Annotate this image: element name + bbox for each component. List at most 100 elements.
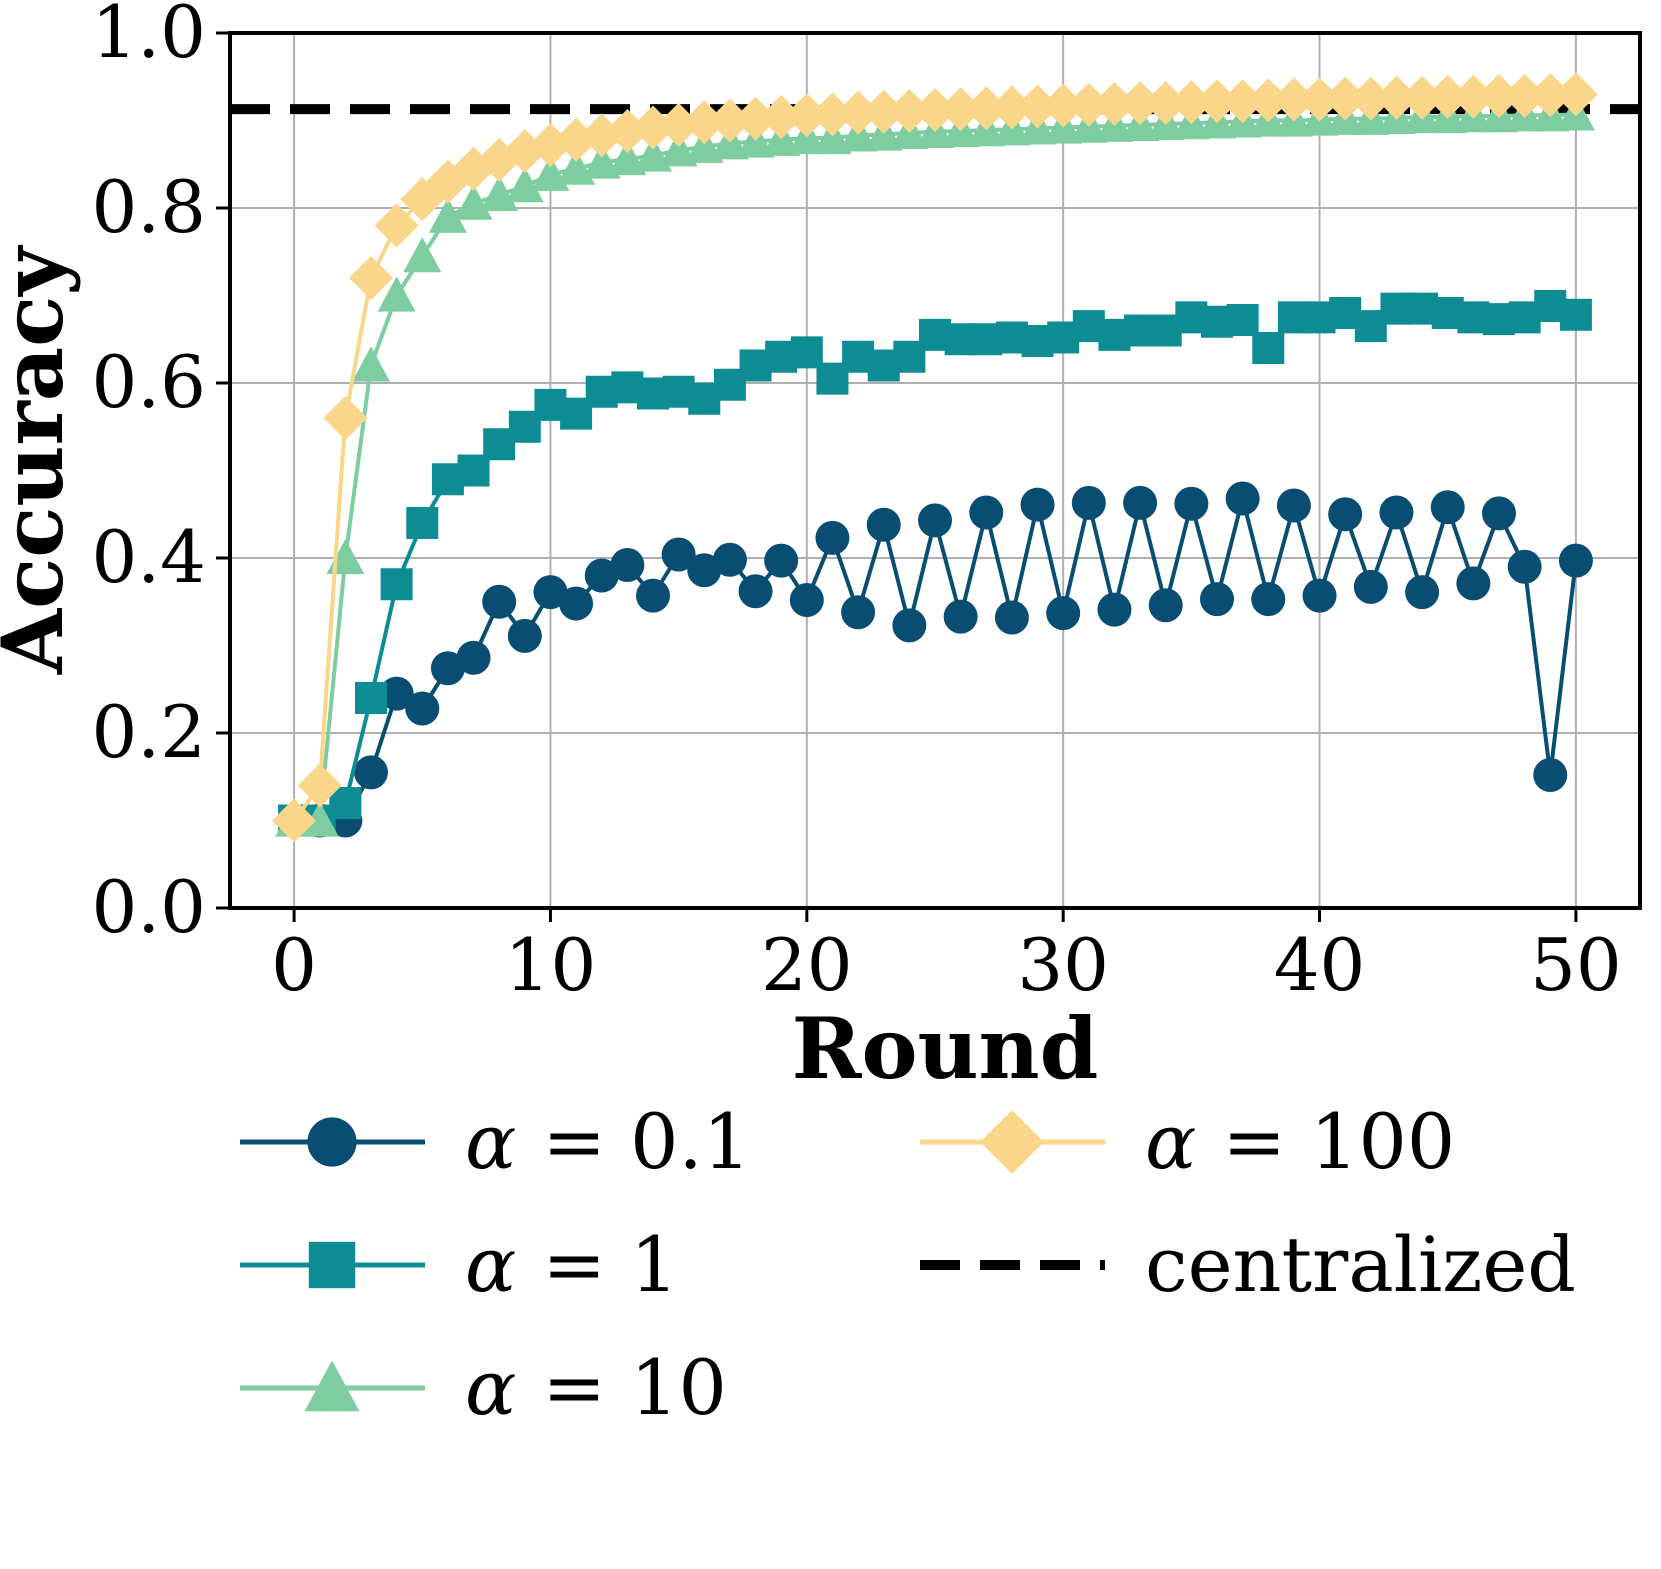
data-point: [428, 197, 467, 233]
data-point: [1328, 497, 1363, 532]
legend-entry-1: α = 1: [240, 1220, 679, 1309]
legend-swatch-marker: [308, 1241, 356, 1289]
data-point: [759, 95, 804, 139]
data-point: [887, 88, 932, 133]
data-point: [1200, 582, 1234, 617]
axis-labels: 0 10 20 30 40 50 0.0 0.2 0.4 0.6 0.8 1.0 Round Accura…: [0, 0, 1622, 1098]
data-point: [1169, 80, 1214, 125]
data-point: [559, 586, 594, 621]
x-tick-label: 10: [505, 923, 597, 1007]
data-point: [1379, 495, 1414, 530]
data-point: [810, 92, 855, 137]
legend-label: α = 1: [465, 1220, 679, 1309]
legend-swatch-marker: [304, 1360, 360, 1412]
data-point: [1323, 76, 1368, 121]
data-point: [841, 595, 876, 630]
data-point: [1558, 543, 1593, 578]
data-point: [1252, 332, 1285, 364]
data-point: [1353, 569, 1388, 604]
data-point: [507, 618, 542, 653]
data-point: [1271, 77, 1316, 122]
data-point: [969, 495, 1004, 530]
legend-label-symbol: α: [465, 1097, 516, 1186]
legend-label: centralized: [1145, 1220, 1576, 1309]
legend-label: α = 10: [465, 1343, 727, 1432]
legend-label-value: = 0.1: [542, 1097, 751, 1186]
data-point: [1559, 298, 1592, 331]
data-point: [354, 755, 388, 790]
x-tick-label: 20: [761, 923, 853, 1007]
data-point: [1400, 75, 1445, 120]
data-point: [707, 98, 752, 143]
data-point: [1195, 79, 1239, 124]
data-point: [1297, 77, 1342, 122]
data-point: [1071, 485, 1106, 520]
data-point: [1046, 596, 1081, 631]
data-point: [866, 507, 901, 542]
data-point: [1430, 490, 1465, 525]
data-point: [1123, 485, 1158, 520]
data-point: [989, 85, 1034, 130]
data-point: [406, 507, 439, 539]
axis-ticks: [216, 31, 1578, 922]
legend-entry-4: centralized: [920, 1220, 1576, 1309]
data-point: [374, 203, 419, 248]
data-point: [1456, 566, 1491, 601]
data-point: [1451, 74, 1496, 119]
data-point: [1246, 78, 1291, 123]
data-point: [738, 574, 773, 609]
data-point: [784, 93, 829, 138]
data-point: [605, 109, 650, 153]
x-tick-label: 40: [1274, 923, 1366, 1007]
data-point: [918, 503, 952, 538]
x-axis-title: Round: [792, 999, 1099, 1098]
y-tick-label: 0.0: [91, 865, 206, 949]
data-point: [297, 763, 342, 808]
data-point: [1302, 578, 1337, 613]
data-point: [379, 676, 414, 711]
x-tick-label: 0: [271, 923, 317, 1007]
data-point: [1507, 549, 1542, 584]
data-point: [1405, 575, 1440, 610]
legend-entry-2: α = 10: [240, 1343, 727, 1432]
data-point: [1482, 496, 1516, 531]
data-point: [1276, 488, 1311, 523]
data-point: [584, 558, 619, 593]
data-point: [1092, 81, 1137, 126]
legend-label: α = 0.1: [465, 1097, 751, 1186]
data-point: [1348, 76, 1393, 121]
data-point: [1174, 486, 1209, 521]
data-point: [1015, 84, 1060, 129]
data-point: [815, 520, 850, 555]
data-point: [380, 568, 413, 601]
y-tick-label: 0.6: [91, 340, 206, 424]
series-0: [277, 481, 1593, 838]
data-point: [938, 87, 983, 132]
data-point: [712, 542, 747, 577]
data-point: [1020, 487, 1055, 522]
data-point: [352, 346, 390, 382]
data-point: [813, 119, 852, 155]
data-point: [1097, 592, 1132, 627]
data-point: [836, 90, 881, 135]
data-point: [656, 102, 701, 147]
data-point: [405, 691, 440, 726]
y-tick-label: 0.2: [91, 690, 206, 774]
legend-label-value: = 100: [1222, 1097, 1455, 1186]
data-point: [1477, 74, 1521, 118]
series-group: [272, 72, 1598, 843]
data-point: [326, 539, 365, 575]
data-point: [1118, 81, 1163, 125]
data-point: [964, 86, 1009, 131]
data-point: [631, 105, 675, 150]
data-point: [482, 584, 517, 619]
plot-frame: [228, 31, 1642, 910]
data-point: [943, 599, 978, 634]
legend-label-symbol: α: [465, 1220, 516, 1309]
data-point: [1553, 72, 1598, 117]
data-point: [1533, 758, 1568, 792]
data-point: [861, 89, 906, 134]
x-tick-label: 30: [1017, 923, 1109, 1007]
